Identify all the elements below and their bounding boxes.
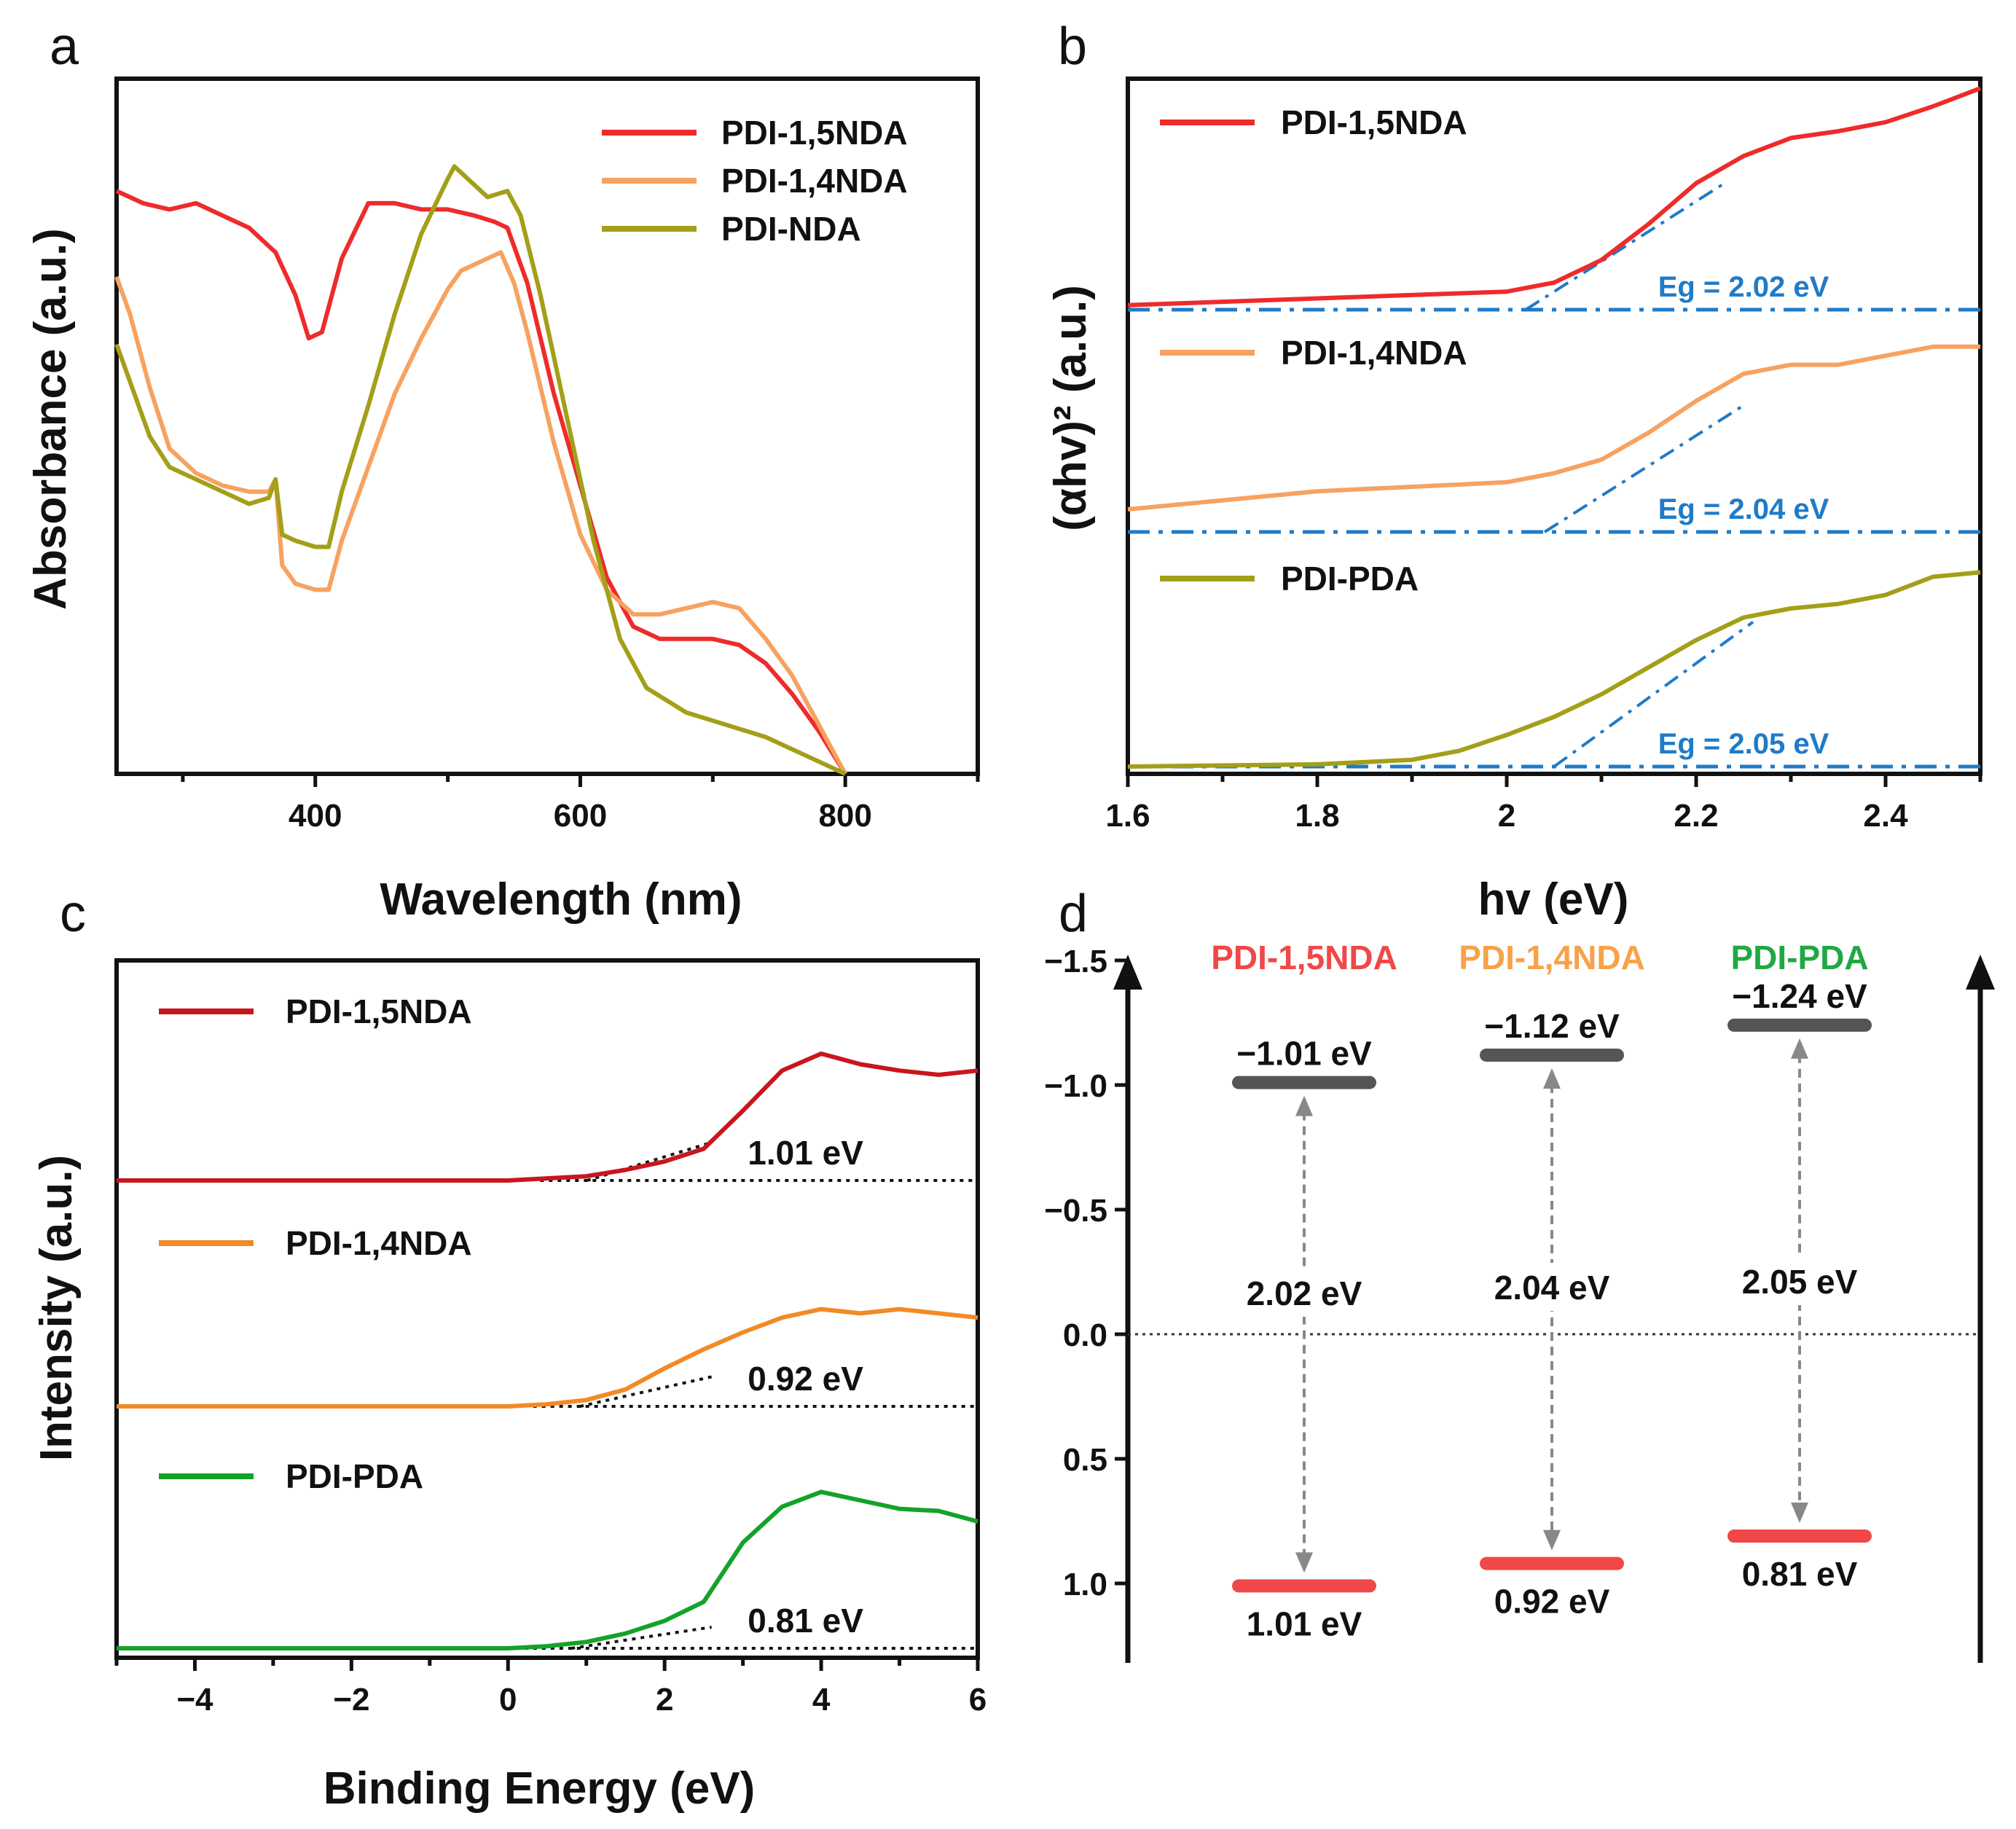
tangent-line-c-2	[571, 1626, 712, 1650]
legend-label-c: PDI-PDA	[286, 1457, 423, 1495]
cb-label-d-1: −1.12 eV	[1484, 1007, 1620, 1045]
y-axis-title-c: Intensity (a.u.)	[31, 1155, 82, 1461]
x-axis-title-c: Binding Energy (eV)	[323, 1763, 755, 1814]
arrowhead-down-icon	[1791, 1503, 1808, 1524]
onset-label-c-0: 1.01 eV	[748, 1134, 863, 1172]
series-line-b-2	[1127, 570, 1981, 769]
x-tick-label-c: 2	[656, 1682, 673, 1718]
vb-label-d-1: 0.92 eV	[1494, 1583, 1610, 1621]
material-name-d-0: PDI-1,5NDA	[1211, 939, 1397, 976]
gap-label-background	[1224, 1269, 1384, 1317]
eg-label-b-1: Eg = 2.04 eV	[1658, 493, 1829, 525]
eg-label-b-2: Eg = 2.05 eV	[1658, 728, 1829, 760]
material-name-d-2: PDI-PDA	[1730, 939, 1868, 976]
x-tick-label-a: 600	[554, 798, 607, 834]
legend-label-c: PDI-1,4NDA	[286, 1224, 472, 1262]
onset-label-c-2: 0.81 eV	[748, 1602, 863, 1640]
arrowhead-up-icon	[1543, 1068, 1561, 1089]
panel-a-absorbance-chart: 400 600 800 PDI-1,5NDA PDI-1,4NDA PDI-NDA Wave…	[26, 77, 980, 925]
arrowhead-up-icon	[1791, 1038, 1808, 1059]
arrowhead-down-icon	[1295, 1552, 1313, 1573]
arrowhead-down-icon	[1543, 1530, 1561, 1551]
tangent-line-c-1	[579, 1375, 713, 1408]
series-line-c-1	[117, 1307, 978, 1409]
series-line-c-2	[117, 1489, 978, 1650]
panel-label-b: b	[1058, 17, 1087, 76]
panel-b-tauc-chart: 1.6 1.8 2 2.2 2.4 Eg = 2.02 eV PDI-1,5NDA Eg = …	[1046, 77, 1982, 925]
legend-label-c: PDI-1,5NDA	[286, 992, 472, 1030]
arrow-up-icon	[1113, 955, 1142, 990]
x-tick-label-c: −4	[176, 1682, 213, 1718]
panel-c-xps-chart: −4 −2 0 2 4 6 1.01 eV PDI-1,5NDA 0.92 eV PDI-1,4N…	[31, 958, 987, 1814]
series-line-b-1	[1127, 344, 1980, 512]
y-tick-label-d: −0.5	[1044, 1193, 1107, 1229]
y-tick-label-d: −1.5	[1044, 944, 1107, 979]
x-tick-label-b: 2.2	[1674, 798, 1718, 834]
x-tick-label-b: 1.8	[1295, 798, 1339, 834]
legend-label-b: PDI-1,4NDA	[1281, 334, 1467, 372]
cb-label-d-2: −1.24 eV	[1732, 977, 1867, 1015]
x-tick-label-a: 400	[289, 798, 342, 834]
plot-frame-b	[1126, 77, 1982, 776]
tangent-line-c-0	[587, 1140, 713, 1182]
x-tick-label-a: 800	[818, 798, 871, 834]
gap-label-d-2: 2.05 eV	[1742, 1263, 1858, 1301]
series-line-a-0	[115, 189, 847, 775]
x-axis-title-a: Wavelength (nm)	[380, 874, 742, 925]
vb-label-d-0: 1.01 eV	[1247, 1605, 1362, 1642]
y-axis-title-b: (αhv)² (a.u.)	[1046, 285, 1096, 531]
legend-label-a: PDI-1,4NDA	[721, 162, 908, 200]
x-axis-title-b: hv (eV)	[1478, 874, 1629, 925]
y-axis-title-a: Absorbance (a.u.)	[26, 228, 76, 610]
x-tick-label-c: 4	[812, 1682, 831, 1718]
x-tick-label-b: 2	[1498, 798, 1515, 834]
gap-label-d-1: 2.04 eV	[1494, 1269, 1610, 1307]
eg-label-b-0: Eg = 2.02 eV	[1658, 271, 1829, 303]
legend-label-b: PDI-PDA	[1281, 560, 1419, 598]
y-tick-label-d: 1.0	[1063, 1567, 1107, 1602]
series-line-b-0	[1127, 86, 1982, 308]
series-line-a-2	[114, 164, 847, 776]
panel-label-a: a	[50, 17, 79, 76]
tangent-line-b-1	[1543, 404, 1745, 533]
y-tick-label-d: 0.0	[1063, 1317, 1107, 1353]
material-name-d-1: PDI-1,4NDA	[1459, 939, 1645, 976]
vb-label-d-2: 0.81 eV	[1742, 1555, 1858, 1593]
gap-label-background	[1719, 1257, 1880, 1305]
x-tick-label-b: 2.4	[1863, 798, 1908, 834]
legend-label-b: PDI-1,5NDA	[1281, 103, 1467, 141]
plot-frame-c	[114, 958, 980, 1660]
tangent-line-b-0	[1524, 181, 1726, 311]
y-tick-label-d: −1.0	[1044, 1068, 1107, 1104]
legend-label-a: PDI-NDA	[721, 210, 861, 248]
arrowhead-up-icon	[1295, 1095, 1313, 1116]
onset-label-c-1: 0.92 eV	[748, 1360, 863, 1398]
plot-frame-a	[114, 77, 980, 776]
x-tick-label-c: −2	[333, 1682, 369, 1718]
tangent-line-b-2	[1553, 620, 1754, 768]
gap-label-background	[1472, 1263, 1632, 1311]
x-tick-label-c: 0	[499, 1682, 517, 1718]
cb-label-d-0: −1.01 eV	[1236, 1035, 1372, 1073]
y-tick-label-d: 0.5	[1063, 1442, 1107, 1478]
panel-d-band-diagram: −1.5 −1.0 −0.5 0.0 0.5 1.0 PDI-1,5NDA −1.01 eV 1…	[1044, 939, 1995, 1663]
legend-label-a: PDI-1,5NDA	[721, 114, 908, 152]
series-line-c-0	[117, 1051, 978, 1183]
series-line-a-1	[114, 250, 847, 775]
gap-label-d-0: 2.02 eV	[1247, 1274, 1362, 1312]
panel-label-c: c	[60, 885, 86, 943]
x-tick-label-b: 1.6	[1105, 798, 1150, 834]
x-tick-label-c: 6	[969, 1682, 987, 1718]
arrow-up-icon	[1966, 955, 1995, 990]
panel-label-d: d	[1059, 885, 1088, 943]
